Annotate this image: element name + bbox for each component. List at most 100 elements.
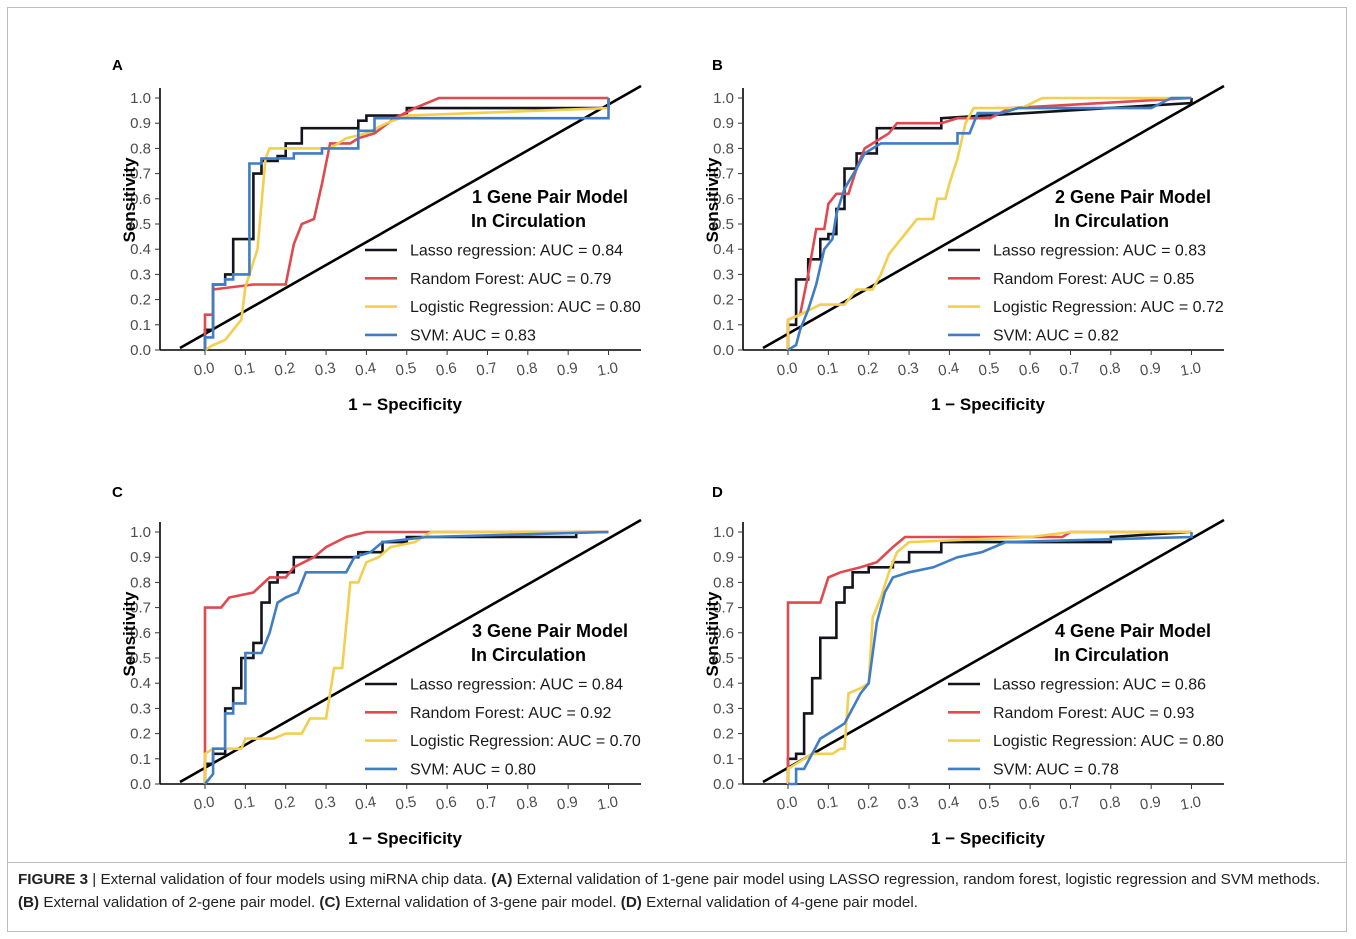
x-tick-label: 0.4: [937, 359, 960, 379]
roc-panel-d: D 0.0 0.1 0.2 0.3 0.4 0.5 0.6 0.7 0.8 0.9 1.0 0.0 0.1…: [703, 484, 1225, 848]
roc-curve-svm: [203, 530, 609, 785]
model-title: 3 Gene Pair Model: [472, 621, 628, 641]
x-axis-title: 1 − Specificity: [348, 395, 462, 414]
y-tick-label: 0.1: [130, 317, 151, 334]
x-tick-label: 0.5: [977, 793, 1000, 813]
x-tick-label: 0.9: [1139, 793, 1162, 813]
y-tick-label: 0.9: [713, 549, 734, 566]
figure-frame: [7, 7, 1347, 932]
y-tick-label: 0.6: [713, 625, 734, 642]
roc-panel-c: C 0.0 0.1 0.2 0.3 0.4 0.5 0.6 0.7 0.8 0.9 1.0 0.0 0.1…: [112, 484, 642, 848]
y-tick-label: 0.0: [130, 342, 151, 359]
y-tick-label: 0.8: [130, 574, 151, 591]
x-axis-title: 1 − Specificity: [931, 395, 1045, 414]
x-tick-label: 1.0: [1179, 793, 1202, 813]
x-tick-label: 0.1: [816, 793, 839, 813]
caption-label: FIGURE 3: [18, 871, 89, 888]
legend-label: Random Forest: AUC = 0.85: [993, 271, 1195, 288]
model-subtitle: In Circulation: [1054, 645, 1169, 665]
legend-label: Random Forest: AUC = 0.93: [993, 705, 1195, 722]
roc-curve-svm: [788, 532, 1193, 786]
panel-letter: B: [712, 57, 723, 74]
x-tick-label: 0.4: [354, 793, 377, 813]
legend-label: SVM: AUC = 0.82: [993, 327, 1119, 344]
y-tick-label: 0.3: [713, 266, 734, 283]
y-tick-label: 0.5: [130, 650, 151, 667]
y-tick-label: 0.3: [130, 266, 151, 283]
x-tick-label: 1.0: [1179, 359, 1202, 379]
legend-label: Random Forest: AUC = 0.92: [410, 705, 612, 722]
y-tick-label: 0.9: [130, 115, 151, 132]
x-tick-label: 0.0: [775, 359, 798, 379]
roc-figure: A 0.0 0.1 0.2 0.3 0.4 0.5 0.6 0.7 0.8 0.9 1.0 0.0 0.1…: [112, 57, 1225, 848]
y-tick-label: 0.8: [713, 574, 734, 591]
x-tick-label: 0.2: [856, 359, 879, 379]
y-axis-title: Sensitivity: [703, 157, 722, 243]
y-tick-label: 1.0: [713, 524, 734, 541]
y-tick-label: 0.0: [130, 776, 151, 793]
x-tick-label: 0.8: [1098, 359, 1121, 379]
x-tick-label: 1.0: [596, 793, 619, 813]
y-tick-label: 0.5: [130, 216, 151, 233]
x-tick-label: 0.4: [937, 793, 960, 813]
y-tick-label: 0.7: [713, 166, 734, 183]
y-tick-label: 0.2: [713, 726, 734, 743]
legend-label: Lasso regression: AUC = 0.84: [410, 677, 623, 694]
y-tick-label: 0.0: [713, 342, 734, 359]
roc-curve-logistic: [203, 530, 609, 784]
x-tick-label: 0.7: [475, 359, 498, 379]
x-tick-label: 0.5: [394, 793, 417, 813]
x-tick-label: 0.8: [515, 359, 538, 379]
y-tick-label: 0.1: [713, 751, 734, 768]
x-tick-label: 0.2: [273, 359, 296, 379]
legend-label: Logistic Regression: AUC = 0.70: [410, 733, 641, 750]
x-tick-label: 0.1: [233, 359, 256, 379]
y-tick-label: 1.0: [713, 90, 734, 107]
legend-label: Lasso regression: AUC = 0.84: [410, 243, 623, 260]
panel-letter: D: [712, 484, 723, 501]
x-tick-label: 0.0: [192, 793, 215, 813]
x-tick-label: 0.5: [394, 359, 417, 379]
x-axis-title: 1 − Specificity: [348, 829, 462, 848]
x-tick-label: 0.2: [273, 793, 296, 813]
y-tick-label: 0.1: [130, 751, 151, 768]
x-tick-label: 0.3: [314, 359, 337, 379]
x-tick-label: 0.9: [556, 359, 579, 379]
caption-text-c: External validation of 3-gene pair model…: [340, 894, 621, 911]
caption-intro: External validation of four models using…: [100, 871, 492, 888]
x-tick-label: 0.3: [897, 793, 920, 813]
y-tick-label: 0.4: [130, 241, 151, 258]
roc-curve-logistic: [204, 98, 610, 352]
legend-label: Lasso regression: AUC = 0.83: [993, 243, 1206, 260]
y-tick-label: 0.9: [713, 115, 734, 132]
y-tick-label: 0.4: [130, 675, 151, 692]
y-tick-label: 0.7: [130, 600, 151, 617]
x-axis-title: 1 − Specificity: [931, 829, 1045, 848]
y-tick-label: 0.2: [130, 292, 151, 309]
y-tick-label: 0.9: [130, 549, 151, 566]
x-tick-label: 0.7: [475, 793, 498, 813]
y-tick-label: 0.3: [130, 700, 151, 717]
roc-curve-lasso: [786, 530, 1192, 784]
model-title: 1 Gene Pair Model: [472, 187, 628, 207]
legend: Lasso regression: AUC = 0.86 Random Fores…: [948, 677, 1224, 778]
caption-tag-d: (D): [620, 894, 642, 911]
x-tick-label: 0.6: [1018, 793, 1041, 813]
y-axis-title: Sensitivity: [120, 157, 139, 243]
caption-text-d: External validation of 4-gene pair model…: [641, 894, 918, 911]
caption-separator: |: [88, 871, 101, 888]
legend-label: Random Forest: AUC = 0.79: [410, 271, 612, 288]
legend-label: Lasso regression: AUC = 0.86: [993, 677, 1206, 694]
legend-label: Logistic Regression: AUC = 0.72: [993, 299, 1224, 316]
caption-text-b: External validation of 2-gene pair model…: [39, 894, 320, 911]
y-tick-label: 0.2: [130, 726, 151, 743]
x-tick-label: 0.2: [856, 793, 879, 813]
x-tick-label: 0.3: [897, 359, 920, 379]
y-tick-label: 0.2: [713, 292, 734, 309]
model-subtitle: In Circulation: [471, 645, 586, 665]
y-tick-label: 0.1: [713, 317, 734, 334]
y-tick-label: 0.6: [130, 191, 151, 208]
y-tick-label: 0.8: [130, 140, 151, 157]
legend-label: SVM: AUC = 0.80: [410, 761, 536, 778]
roc-curve-random-forest: [786, 530, 1192, 784]
